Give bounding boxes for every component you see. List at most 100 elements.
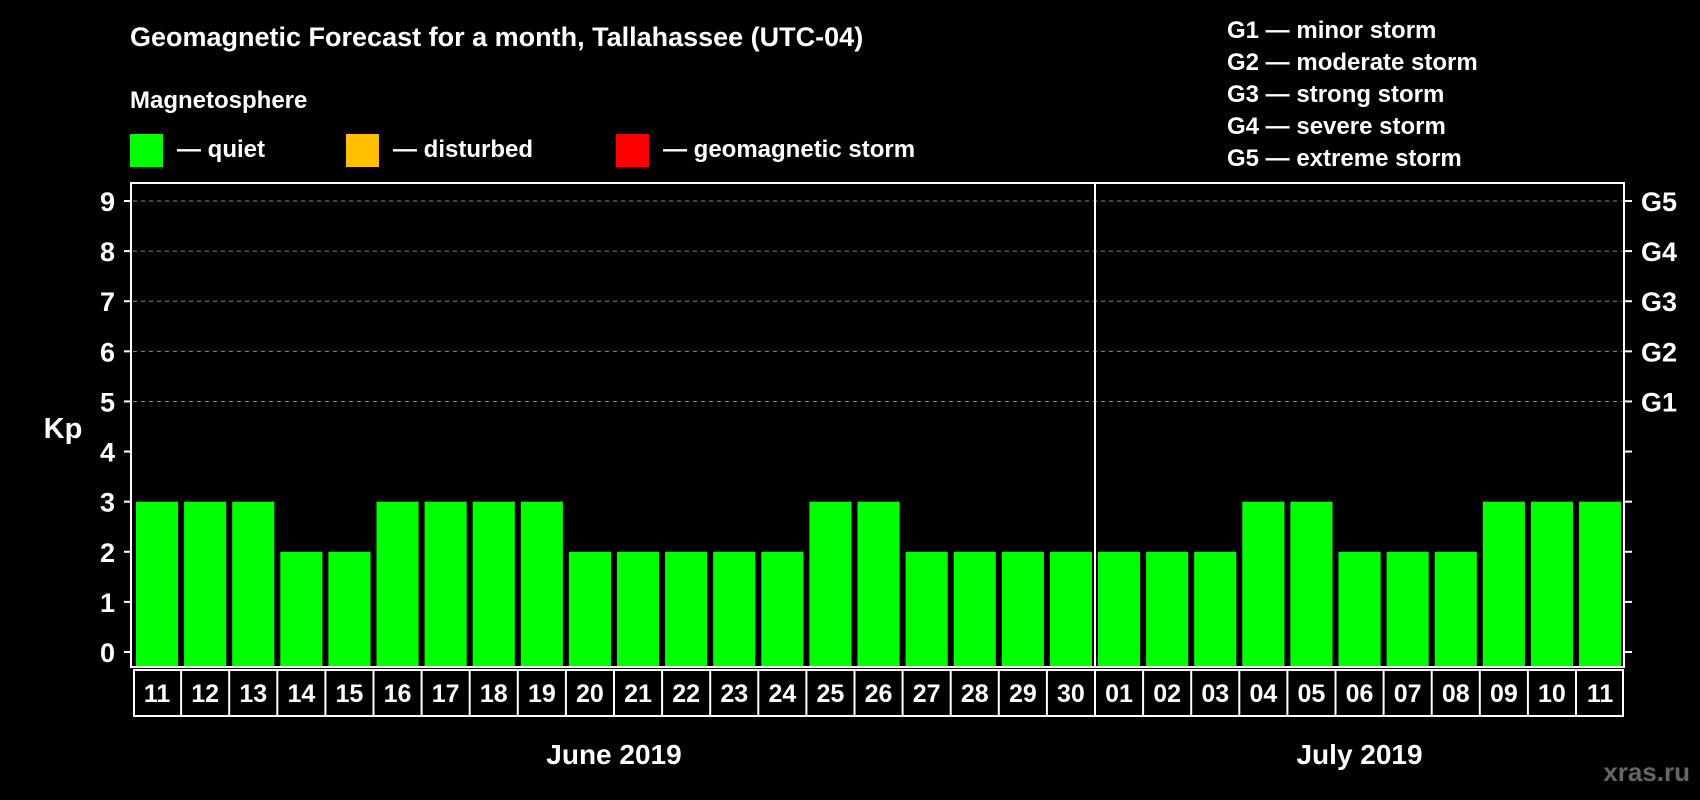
bar [761,551,804,666]
x-tick-label: 19 [528,680,556,708]
x-tick-label: 12 [191,680,219,708]
x-tick-label: 24 [768,680,796,708]
y-tick-label: 2 [100,538,115,568]
storm-scale-g3: G3 — strong storm [1227,81,1444,108]
x-tick-label: 21 [624,680,652,708]
right-axis-label: G3 [1641,287,1677,317]
bar [568,551,611,666]
bar [1290,501,1333,666]
bar [1386,551,1429,666]
x-tick-label: 23 [720,680,748,708]
watermark: xras.ru [1603,757,1690,787]
y-tick-label: 8 [100,237,115,267]
bar [1434,551,1477,666]
x-tick-label: 18 [480,680,508,708]
bar [376,501,419,666]
x-tick-label: 13 [239,680,267,708]
bar [1098,551,1141,666]
legend-swatch-storm [616,134,649,167]
y-tick-label: 6 [100,337,115,367]
legend-swatch-quiet [130,134,163,167]
bar [617,551,660,666]
x-tick-label: 05 [1298,680,1326,708]
x-tick-label: 07 [1394,680,1422,708]
right-axis-label: G5 [1641,187,1677,217]
x-tick-label: 02 [1153,680,1181,708]
x-tick-label: 20 [576,680,604,708]
bar [520,501,563,666]
bar [472,501,515,666]
right-axis-g-scale: G1 G2 G3 G4 G5 [1641,187,1677,417]
y-axis: 0 1 2 3 4 5 6 7 8 9 [100,187,1632,668]
x-tick-label: 27 [913,680,941,708]
bar [713,551,756,666]
x-tick-label: 29 [1009,680,1037,708]
legend: — quiet — disturbed — geomagnetic storm [130,134,915,167]
x-tick-label: 30 [1057,680,1085,708]
x-tick-label: 01 [1105,680,1133,708]
bar [1579,501,1622,666]
storm-scale-g5: G5 — extreme storm [1227,145,1462,172]
bar [1194,551,1237,666]
y-tick-label: 0 [100,638,115,668]
x-tick-label: 28 [961,680,989,708]
x-tick-label: 25 [817,680,845,708]
x-tick-label: 16 [384,680,412,708]
bar [665,551,708,666]
month-labels: June 2019 July 2019 [546,739,1422,770]
y-tick-label: 9 [100,187,115,217]
bar [1530,501,1573,666]
x-tick-label: 06 [1346,680,1374,708]
bar [953,551,996,666]
y-axis-label: Kp [44,413,83,445]
legend-label-storm: — geomagnetic storm [663,136,915,163]
x-tick-label: 15 [336,680,364,708]
x-axis-day-labels: 11 12 13 14 15 16 17 18 19 20 21 22 23 24 25 26 27 28 29 30… [133,669,1624,717]
y-tick-label: 1 [100,588,115,618]
bar [328,551,371,666]
x-tick-label: 17 [432,680,460,708]
storm-scale-g1: G1 — minor storm [1227,17,1436,44]
right-axis-label: G1 [1641,387,1677,417]
legend-swatch-disturbed [346,134,379,167]
bar [1001,551,1044,666]
y-tick-label: 4 [100,438,115,468]
storm-scale-g2: G2 — moderate storm [1227,49,1478,76]
bar [1338,551,1381,666]
bar [136,501,179,666]
x-tick-label: 10 [1538,680,1566,708]
section-label: Magnetosphere [130,87,307,114]
bar [1482,501,1525,666]
x-tick-label: 22 [672,680,700,708]
bar [1242,501,1285,666]
y-tick-label: 7 [100,287,115,317]
bar [1146,551,1189,666]
right-axis-label: G4 [1641,237,1677,267]
legend-label-disturbed: — disturbed [393,136,533,163]
bar [280,551,323,666]
legend-label-quiet: — quiet [177,136,265,163]
month-label: July 2019 [1296,739,1422,770]
bars [136,501,1622,666]
bar [905,551,948,666]
x-tick-label: 14 [287,680,315,708]
x-tick-label: 11 [1587,680,1614,708]
storm-scale-g4: G4 — severe storm [1227,113,1446,140]
x-tick-label: 08 [1442,680,1470,708]
bar [809,501,852,666]
bar [857,501,900,666]
x-tick-label: 03 [1201,680,1229,708]
x-tick-label: 26 [865,680,893,708]
bar [424,501,467,666]
bar [1049,551,1092,666]
storm-scale-key: G1 — minor storm G2 — moderate storm G3 … [1227,17,1478,172]
x-axis-box [133,669,1624,717]
chart-title: Geomagnetic Forecast for a month, Tallah… [130,22,863,52]
x-tick-label: 11 [144,680,171,708]
bar [232,501,275,666]
bar [184,501,227,666]
right-axis-label: G2 [1641,337,1677,367]
y-tick-label: 3 [100,488,115,518]
plot-frame [130,182,1625,668]
